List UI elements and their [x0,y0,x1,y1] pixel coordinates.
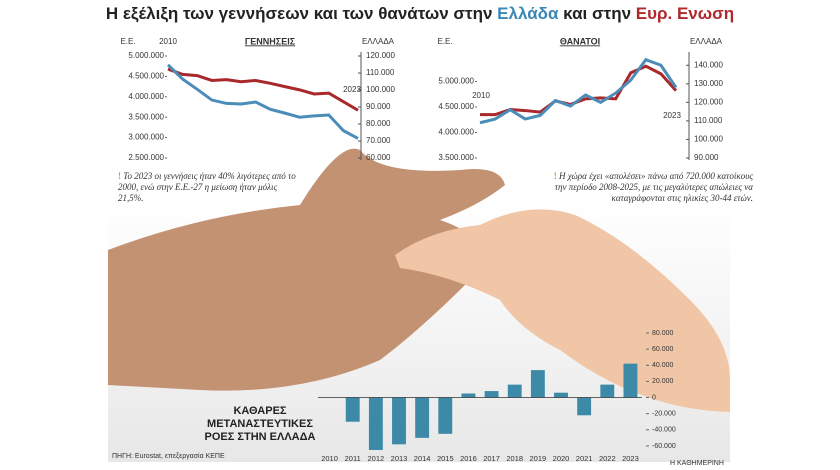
x-tick-label: 2019 [530,454,547,463]
bar-chart-title: ΚΑΘΑΡΕΣ ΜΕΤΑΝΑΣΤΕΥΤΙΚΕΣ ΡΟΕΣ ΣΤΗΝ ΕΛΛΑΔΑ [204,405,316,443]
bar [484,391,499,398]
x-tick-label: 2023 [622,454,639,463]
x-tick-label: 2017 [483,454,500,463]
bar [530,370,545,398]
x-tick-label: 2022 [599,454,616,463]
y2-tick-label: 90.000 [366,102,391,111]
year-annotation: 2010 [159,37,177,46]
x-tick-label: 2018 [506,454,523,463]
note: ! Η χώρα έχει «απολέσει» πάνω από 720.00… [548,171,753,204]
y-tick-label: -60.000 [652,443,676,450]
note-icon: ! [553,171,559,181]
y-tick-label: 4.000.000 [128,92,164,101]
y-axis-label: Ε.Ε. [437,37,452,46]
bar [415,397,430,438]
chart-title: ΘΑΝΑΤΟΙ [560,36,600,46]
bar [392,397,406,445]
note-text: Το 2023 οι γεννήσεις ήταν 40% λιγότερες … [118,171,296,203]
title-part: και στην [558,4,635,23]
y-tick-label: 2.500.000 [128,153,164,162]
y2-tick-label: 130.000 [694,79,723,88]
y-tick-label: 5.000.000 [438,77,474,86]
old-hand [108,148,505,391]
x-tick-label: 2014 [414,454,431,463]
y-tick-label: 4.500.000 [128,72,164,81]
series-line [167,67,359,112]
note-icon: ! [118,171,124,181]
y2-tick-label: 80.000 [366,119,391,128]
bar [438,397,453,434]
y2-tick-label: 70.000 [366,136,391,145]
series-line [479,57,678,125]
y2-axis-label: ΕΛΛΑΔΑ [362,37,395,46]
y-tick-label: 20.000 [652,378,674,385]
series-line [166,63,359,140]
y-tick-label: 3.500.000 [128,112,164,121]
y-axis-label: Ε.Ε. [120,37,135,46]
bar [461,393,476,398]
y2-tick-label: 110.000 [366,68,395,77]
y2-tick-label: 140.000 [694,60,723,69]
note-text: Η χώρα έχει «απολέσει» πάνω από 720.000 … [554,171,753,203]
chart-title: ΓΕΝΝΗΣΕΙΣ [245,36,296,46]
x-tick-label: 2020 [553,454,570,463]
y2-tick-label: 100.000 [694,135,723,144]
y-tick-label: -20.000 [652,411,676,418]
credit: Η ΚΑΘΗΜΕΡΙΝΗ [670,460,724,467]
note: ! Το 2023 οι γεννήσεις ήταν 40% λιγότερε… [118,171,298,204]
bar [368,397,383,450]
x-tick-label: 2013 [391,454,408,463]
y-tick-label: 60.000 [652,346,674,353]
year-annotation: 2023 [343,85,361,94]
bar [600,384,615,398]
bar [623,363,638,398]
title-part: Ελλάδα [497,4,559,23]
bar [554,392,568,398]
bar [577,397,592,416]
y2-tick-label: 110.000 [694,116,723,125]
y-tick-label: 0 [652,394,656,401]
y2-tick-label: 90.000 [694,153,719,162]
y2-tick-label: 120.000 [366,51,395,60]
x-tick-label: 2016 [460,454,477,463]
baby-arm [395,209,730,412]
year-annotation: 2010 [472,91,490,100]
y-tick-label: 80.000 [652,330,674,337]
bar [345,397,360,422]
y-tick-label: -40.000 [652,427,676,434]
x-tick-label: 2021 [576,454,593,463]
x-tick-label: 2011 [345,454,361,463]
y2-tick-label: 60.000 [366,153,391,162]
title-part: Η εξέλιξη των γεννήσεων και των θανάτων … [106,4,497,23]
y-tick-label: 4.500.000 [438,102,474,111]
y-tick-label: 4.000.000 [438,128,474,137]
x-tick-label: 2012 [368,454,385,463]
title-part: Ευρ. Ενωση [636,4,734,23]
y2-tick-label: 100.000 [366,85,395,94]
y-tick-label: 3.000.000 [128,133,164,142]
series-line [480,64,678,117]
x-tick-label: 2010 [321,454,338,463]
x-tick-label: 2015 [437,454,454,463]
source: ΠΗΓΗ: Eurostat, επεξεργασία ΚΕΠΕ [112,453,225,460]
y2-tick-label: 120.000 [694,97,723,106]
main-title: Η εξέλιξη των γεννήσεων και των θανάτων … [106,4,734,23]
y-tick-label: 3.500.000 [438,153,474,162]
y-tick-label: 5.000.000 [128,51,164,60]
y2-axis-label: ΕΛΛΑΔΑ [690,37,723,46]
year-annotation: 2023 [663,111,681,120]
bar [507,384,522,398]
y-tick-label: 40.000 [652,362,674,369]
